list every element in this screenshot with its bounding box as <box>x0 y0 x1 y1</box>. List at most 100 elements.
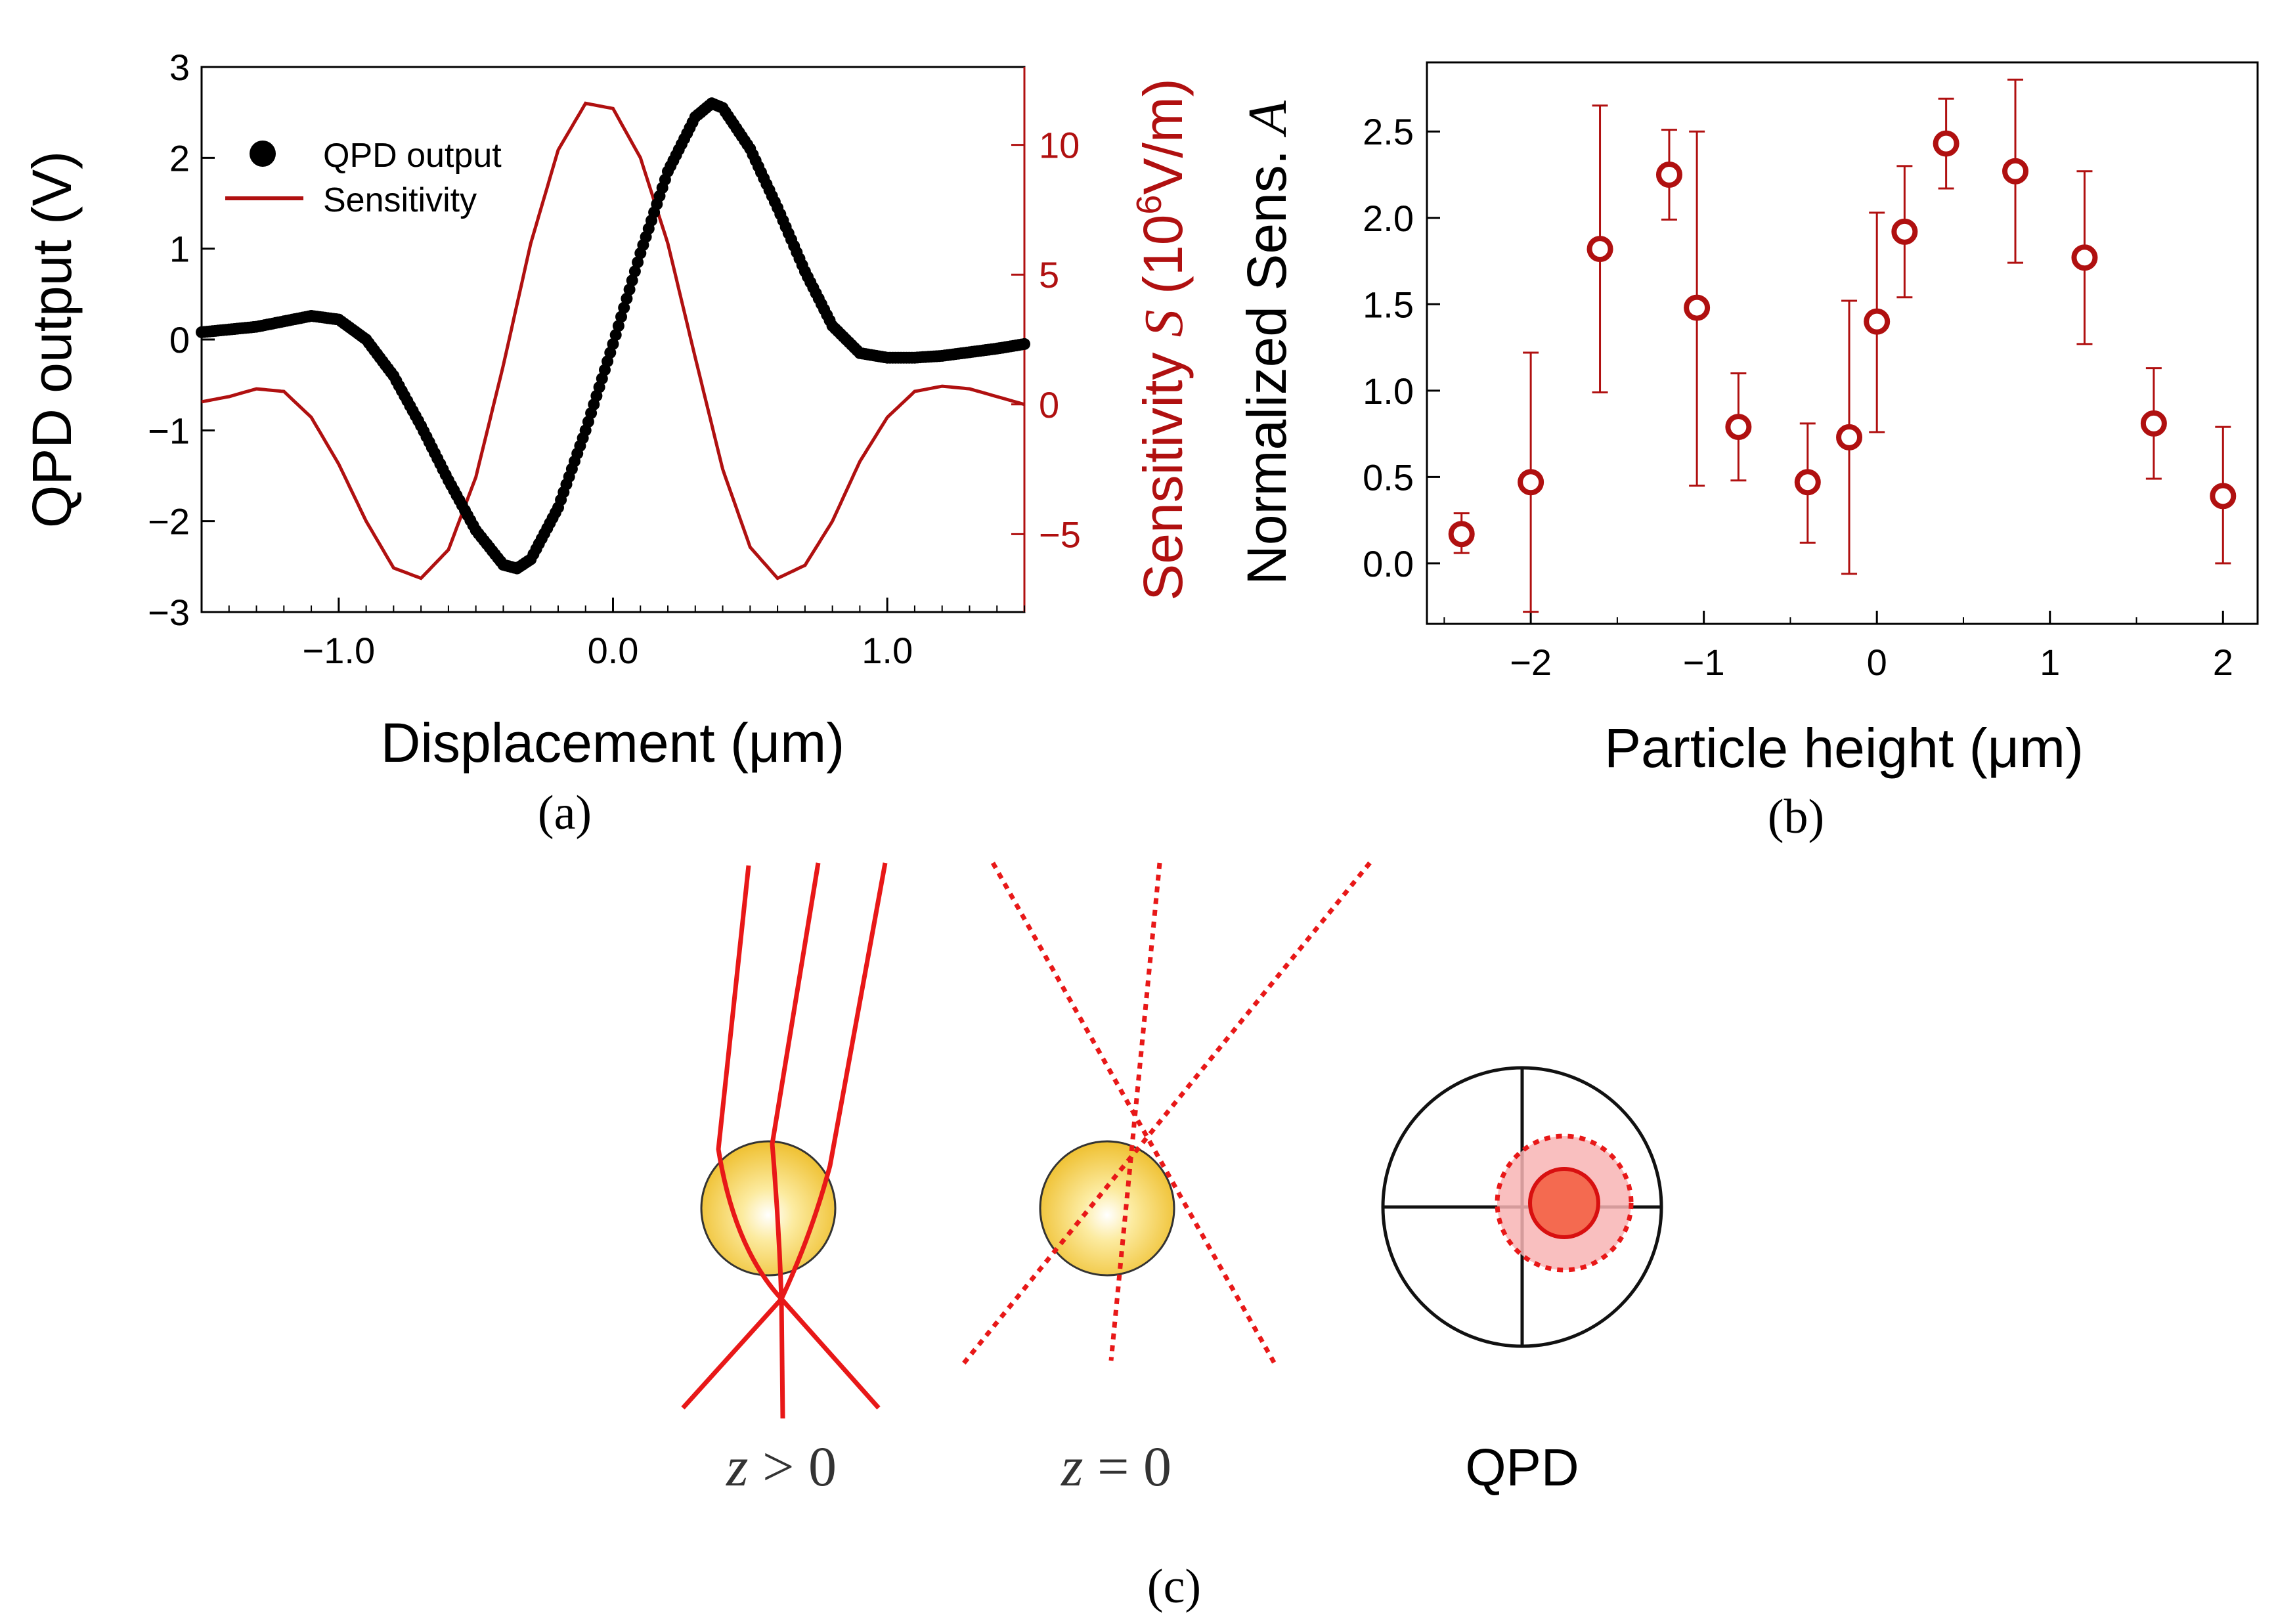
qpd-output-point <box>615 311 627 323</box>
chart-b-x-tick-label: 2 <box>2213 642 2233 683</box>
chart-a-y2-tick-label: 10 <box>1039 125 1080 166</box>
y2-title-prefix: Sensitivity <box>1132 337 1194 600</box>
chart-a-ticks: −1.0 0.0 1.0 −3 −2 −1 0 1 2 3 −5 0 5 10 <box>148 47 1081 671</box>
y2-title-sup: 6 <box>1129 195 1169 215</box>
qpd-output-point <box>621 292 633 305</box>
label-z-positive-rest: > 0 <box>748 1435 837 1498</box>
ray-diverge-center <box>779 1298 785 1419</box>
chart-b-x-axis-title: Particle height (μm) <box>1604 717 2084 779</box>
data-point <box>2071 244 2098 271</box>
qpd-output-point <box>607 338 619 350</box>
ray-center-converging <box>770 862 821 1300</box>
chart-b: −2 −1 0 1 2 0.0 0.5 1.0 1.5 2.0 2.5 Normalized Sen… <box>1236 61 2259 844</box>
ray-right-converging <box>779 862 888 1300</box>
chart-a-x-axis-title: Displacement (μm) <box>381 712 845 774</box>
label-z-positive-var: z <box>726 1435 748 1498</box>
data-point <box>1836 424 1863 450</box>
legend-qpd-marker <box>250 141 276 167</box>
qpd-detector-group: QPD <box>1381 1066 1663 1497</box>
label-z-positive: z > 0 <box>726 1435 837 1498</box>
chart-a-x-tick-label: −1.0 <box>303 630 376 671</box>
chart-a-y-tick-label: −1 <box>148 410 190 451</box>
label-z-zero-var: z <box>1061 1435 1083 1498</box>
data-point <box>1864 308 1891 335</box>
chart-a: −1.0 0.0 1.0 −3 −2 −1 0 1 2 3 −5 0 5 10 QPD output Se… <box>21 47 1194 840</box>
legend-sensitivity-label: Sensitivity <box>323 181 477 219</box>
chart-b-y-tick-label: 0.0 <box>1363 543 1414 584</box>
sphere-z-positive-group: z > 0 <box>681 862 888 1498</box>
qpd-output-point <box>612 320 624 332</box>
chart-a-y-tick-label: −2 <box>148 501 190 542</box>
chart-b-ticks: −2 −1 0 1 2 0.0 0.5 1.0 1.5 2.0 2.5 <box>1363 111 2233 683</box>
chart-a-legend: QPD output Sensitivity <box>225 137 502 219</box>
qpd-output-point <box>628 265 641 278</box>
data-point <box>1684 294 1711 321</box>
qpd-core-spot <box>1528 1167 1600 1239</box>
chart-a-y-tick-label: 2 <box>169 137 190 179</box>
data-point <box>1794 469 1821 496</box>
diagram-c: z > 0 z = 0 QPD (c) <box>681 861 1663 1613</box>
sensitivity-series <box>201 101 1025 581</box>
chart-a-x-tick-label: 0.0 <box>588 630 639 671</box>
chart-b-x-tick-label: 0 <box>1867 642 1887 683</box>
ray-diverge-left <box>681 1297 783 1410</box>
qpd-output-series <box>196 97 1030 575</box>
label-z-zero: z = 0 <box>1061 1435 1171 1498</box>
chart-a-y-axis-title: QPD output (V) <box>21 151 83 528</box>
data-point <box>1933 130 1959 157</box>
chart-b-points <box>1448 78 2237 613</box>
dotted-ray-3 <box>961 861 1372 1367</box>
chart-b-y-tick-label: 2.0 <box>1363 198 1414 239</box>
data-point <box>1655 162 1682 188</box>
y2-title-unit-open: (10 <box>1132 215 1194 310</box>
particle-sphere-2 <box>1039 1140 1175 1277</box>
chart-b-y-tick-label: 2.5 <box>1363 111 1414 152</box>
sphere-z-zero-group: z = 0 <box>961 861 1372 1498</box>
particle-sphere-1 <box>700 1140 837 1277</box>
data-point <box>1518 469 1544 496</box>
chart-a-y-tick-label: 1 <box>169 229 190 270</box>
chart-a-y-tick-label: −3 <box>148 592 190 633</box>
sensitivity-line <box>201 101 1025 581</box>
panel-label-c: (c) <box>1147 1560 1201 1613</box>
chart-b-y-tick-label: 0.5 <box>1363 456 1414 498</box>
data-point <box>1725 414 1752 441</box>
qpd-output-point <box>609 329 622 341</box>
chart-b-x-tick-label: −2 <box>1510 642 1552 683</box>
data-point <box>2140 410 2167 437</box>
data-point <box>1891 218 1918 245</box>
data-point <box>2210 483 2237 510</box>
qpd-output-point <box>1018 338 1030 350</box>
chart-a-y2-tick-label: 5 <box>1039 254 1059 296</box>
y2-title-var: S <box>1133 309 1194 337</box>
qpd-output-point <box>623 283 636 296</box>
qpd-output-point <box>632 256 644 269</box>
label-z-zero-rest: = 0 <box>1083 1435 1171 1498</box>
data-point <box>2002 158 2029 185</box>
data-point <box>1448 521 1475 548</box>
chart-b-x-tick-label: 1 <box>2040 642 2060 683</box>
chart-b-y-axis-title: Normalized Sens. A <box>1236 100 1298 585</box>
qpd-output-point <box>626 274 638 287</box>
panel-label-b: (b) <box>1768 790 1824 844</box>
chart-b-y-title-prefix: Normalized Sens. <box>1236 135 1298 585</box>
chart-a-y2-axis-title: Sensitivity S (106V/m) <box>1129 78 1194 601</box>
chart-a-y2-tick-label: 0 <box>1039 384 1059 426</box>
y2-title-unit-close: V/m) <box>1132 78 1194 194</box>
chart-b-y-title-var: A <box>1237 100 1298 138</box>
chart-b-x-tick-label: −1 <box>1683 642 1725 683</box>
ray-left-converging <box>716 865 783 1301</box>
ray-diverge-right <box>779 1297 881 1410</box>
chart-a-x-tick-label: 1.0 <box>862 630 913 671</box>
chart-b-plot-frame <box>1426 61 2259 625</box>
legend-qpd-label: QPD output <box>323 137 502 175</box>
chart-b-y-tick-label: 1.5 <box>1363 284 1414 325</box>
dotted-ray-2 <box>1108 862 1162 1361</box>
chart-a-y2-tick-label: −5 <box>1039 514 1081 555</box>
chart-a-y-tick-label: 0 <box>169 319 190 361</box>
label-qpd: QPD <box>1465 1438 1579 1497</box>
data-point <box>1587 236 1613 263</box>
panel-label-a: (a) <box>538 786 592 840</box>
chart-a-y-tick-label: 3 <box>169 47 190 88</box>
